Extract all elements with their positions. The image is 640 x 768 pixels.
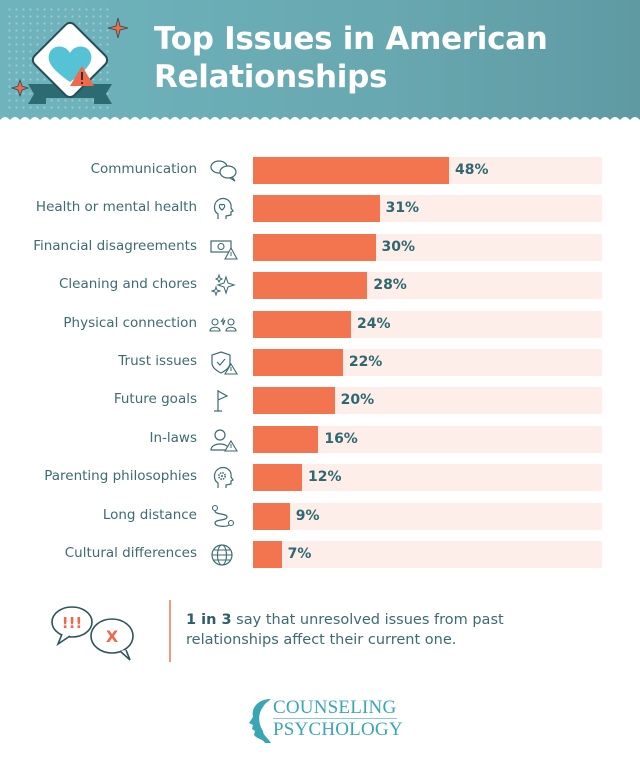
brand-logo: COUNSELING PSYCHOLOGY	[247, 695, 407, 745]
callout-body: say that unresolved issues from past rel…	[186, 612, 504, 648]
callout-section: !!! X	[0, 595, 640, 665]
value-label: 22%	[348, 354, 383, 370]
chart-row: Financial disagreements 30%	[0, 233, 640, 261]
bar-track	[253, 464, 602, 492]
shield-warning-icon	[211, 351, 238, 375]
header-banner: Top Issues in American Relationships	[0, 0, 640, 126]
person-warning-icon	[210, 429, 238, 452]
heart-warning-badge-icon	[10, 17, 129, 104]
globe-icon	[211, 544, 233, 566]
speech-bubbles-icon	[210, 160, 237, 182]
value-label: 31%	[385, 200, 420, 217]
head-gear-icon	[213, 467, 234, 489]
chart-row: Cultural differences 7%	[0, 541, 640, 568]
value-label: 28%	[373, 277, 407, 294]
value-label: 30%	[381, 238, 416, 255]
category-label: Trust issues	[118, 353, 197, 369]
bar	[253, 387, 335, 415]
value-label: 48%	[455, 162, 489, 178]
svg-text:X: X	[106, 627, 119, 646]
chart-row: In-laws 16%	[0, 425, 640, 453]
bar	[253, 502, 290, 530]
value-label: 7%	[287, 546, 312, 562]
chart-row: Trust issues 22%	[0, 349, 640, 376]
category-label: Financial disagreements	[33, 237, 197, 254]
callout-bold: 1 in 3	[186, 612, 232, 628]
flag-icon	[214, 390, 229, 412]
title-line-1: Top Issues in American	[154, 21, 548, 57]
bar	[253, 464, 302, 492]
chart-row: Future goals 20%	[0, 387, 640, 415]
head-heart-icon	[213, 198, 234, 220]
svg-text:!!!: !!!	[62, 614, 83, 632]
bar-track	[253, 502, 602, 530]
bar-track	[253, 541, 602, 568]
chart-row: Physical connection 24%	[0, 310, 640, 338]
speech-bubbles-alert-icon: !!! X	[51, 606, 134, 661]
callout-text: 1 in 3 say that unresolved issues from p…	[186, 610, 526, 650]
sparkles-icon	[210, 273, 236, 297]
bar	[253, 310, 351, 338]
value-label: 16%	[324, 430, 358, 447]
brand-line-2: PSYCHOLOGY	[273, 719, 403, 740]
category-label: Communication	[90, 161, 197, 177]
scalloped-edge	[0, 117, 640, 126]
title-line-2: Relationships	[154, 59, 388, 95]
bar	[253, 195, 380, 223]
category-label: Physical connection	[63, 314, 197, 331]
brand-divider	[273, 718, 397, 719]
bar	[253, 157, 449, 184]
category-label: Cultural differences	[64, 545, 197, 561]
money-warning-icon	[210, 240, 238, 260]
value-label: 24%	[357, 315, 391, 332]
people-spark-icon	[209, 316, 237, 332]
brand-line-1: COUNSELING	[273, 697, 397, 718]
category-label: Parenting philosophies	[44, 468, 197, 485]
category-label: In-laws	[149, 429, 197, 446]
category-label: Long distance	[102, 506, 197, 523]
value-label: 12%	[308, 469, 342, 486]
chart-row: Cleaning and chores 28%	[0, 272, 640, 300]
bar	[253, 349, 343, 376]
category-label: Future goals	[113, 391, 197, 408]
bar	[253, 233, 376, 261]
chart-row: Communication 48%	[0, 157, 640, 184]
value-label: 9%	[295, 507, 320, 524]
chart-row: Health or mental health 31%	[0, 195, 640, 223]
category-label: Cleaning and chores	[59, 276, 197, 293]
bar	[253, 541, 282, 568]
category-label: Health or mental health	[35, 199, 197, 216]
chart-row: Long distance 9%	[0, 502, 640, 530]
head-profile-icon	[249, 699, 271, 743]
callout-divider	[169, 600, 171, 662]
bar	[253, 425, 319, 453]
route-icon	[211, 504, 235, 527]
bar	[253, 272, 368, 300]
value-label: 20%	[340, 392, 375, 409]
page-title: Top Issues in American Relationships	[154, 20, 548, 96]
chart-row: Parenting philosophies 12%	[0, 464, 640, 492]
